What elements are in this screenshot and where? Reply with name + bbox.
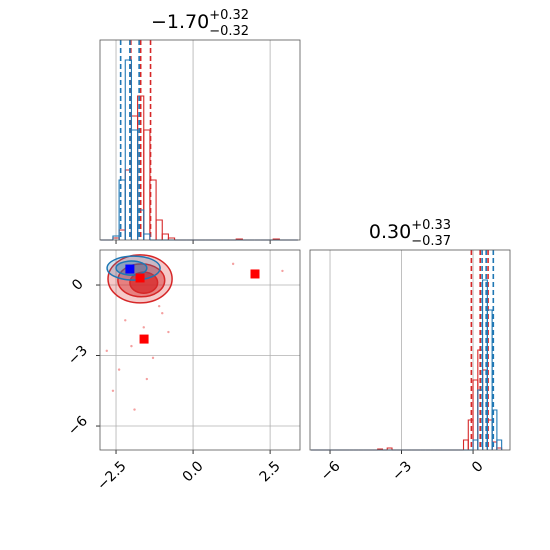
histogram-bin [491,409,498,450]
histogram-bin [143,233,151,240]
panel-frame [99,39,301,241]
x-tick-label: 0.0 [180,458,207,485]
marker [135,273,145,283]
title-value: −1.70 [151,11,209,33]
sample-point [161,312,164,315]
x-tick-label: 0 [469,458,487,476]
y-tick-label: −6 [65,413,91,439]
sample-point [111,389,115,392]
histogram-bin [137,209,145,240]
histogram-bin [167,237,176,240]
marker [250,269,260,279]
histogram-bin [486,309,493,450]
sample-point [105,349,108,353]
title-plus: +0.33 [411,218,451,233]
x-tick-label: −6 [318,458,344,484]
x-tick-label: 2.5 [257,458,284,485]
sample-point [231,262,235,266]
histogram-bin [143,129,151,240]
title-value: 0.30 [369,221,411,243]
marker [125,264,135,274]
panel-frame [309,249,511,451]
sample-point [151,356,155,360]
histogram-bin [472,439,479,450]
histogram-bin [161,233,169,240]
sample-point [157,304,161,308]
sample-point [133,408,136,411]
histogram-bin [462,439,469,450]
sample-point [124,319,127,322]
histogram-bin [386,447,393,450]
histogram-bin [155,219,163,240]
y-tick-label: 0 [69,276,87,294]
histogram-bin [130,129,139,240]
sample-point [130,344,133,348]
sample-point [145,377,149,381]
sample-point [281,269,284,273]
title-minus: −0.37 [411,234,451,249]
panel-frame [99,249,301,451]
sample-point [117,368,121,371]
sample-point [167,330,170,334]
sample-point [142,326,145,329]
title-plus: +0.32 [209,8,249,23]
title-minus: −0.32 [209,24,249,39]
x-tick-label: −3 [389,458,415,484]
x-tick-label: −2.5 [94,458,129,493]
histogram-bin [496,439,503,450]
y-tick-label: −3 [65,343,91,369]
marker [139,334,149,344]
histogram-bin [130,115,139,240]
